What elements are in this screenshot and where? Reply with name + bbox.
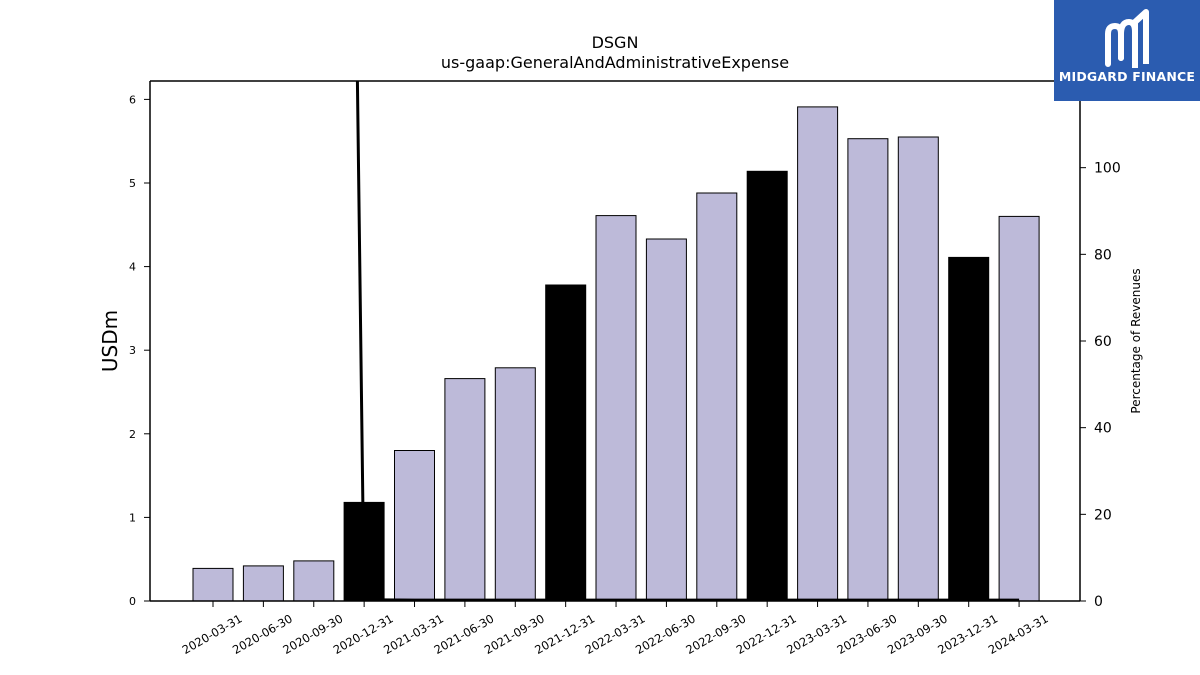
- bar-2024-03-31: [998, 215, 1040, 602]
- bar-2021-12-31: [545, 284, 587, 602]
- chart-title: DSGN: [592, 33, 639, 52]
- y-axis-label: USDm: [98, 310, 122, 372]
- bar-2021-03-31: [394, 450, 435, 602]
- bar-2023-03-31: [797, 106, 839, 602]
- y2-tick-label: 40: [1094, 421, 1112, 437]
- percent-line-group: [355, 81, 1020, 601]
- y-tick-label: 5: [129, 177, 136, 190]
- y-tick-label: 3: [129, 344, 136, 357]
- midgard-finance-logo: MIDGARD FINANCE: [1054, 0, 1200, 101]
- chart-subtitle: us-gaap:GeneralAndAdministrativeExpense: [441, 53, 789, 72]
- bar-2022-09-30: [696, 192, 738, 602]
- bar-2020-06-30: [242, 565, 284, 602]
- percent-of-revenues-line: [355, 81, 1020, 601]
- logo-text: MIDGARD FINANCE: [1058, 69, 1196, 84]
- y-tick-label: 0: [129, 595, 136, 608]
- y-tick-label: 2: [129, 428, 136, 441]
- bar-2022-12-31: [746, 170, 788, 602]
- y-tick-label: 4: [129, 261, 136, 274]
- y2-tick-label: 100: [1094, 161, 1121, 177]
- bar-2022-03-31: [595, 215, 637, 602]
- y2-tick-label: 20: [1094, 507, 1112, 523]
- bar-2020-09-30: [293, 560, 335, 602]
- bar-2021-09-30: [494, 367, 536, 602]
- midgard-logo-icon: [1105, 9, 1149, 68]
- y2-tick-label: 60: [1094, 334, 1112, 350]
- bar-2022-06-30: [645, 238, 687, 602]
- bars-group: [192, 106, 1040, 602]
- y-tick-label: 1: [129, 511, 136, 524]
- y2-axis-label: Percentage of Revenues: [1129, 268, 1143, 413]
- y2-tick-label: 80: [1094, 247, 1112, 263]
- bar-2023-06-30: [847, 138, 889, 602]
- y-tick-label: 6: [129, 93, 136, 106]
- y2-tick-label: 0: [1094, 594, 1103, 610]
- bar-2020-03-31: [192, 567, 234, 602]
- bar-2021-06-30: [444, 378, 486, 602]
- bar-2023-09-30: [897, 136, 939, 602]
- bar-2023-12-31: [948, 256, 990, 602]
